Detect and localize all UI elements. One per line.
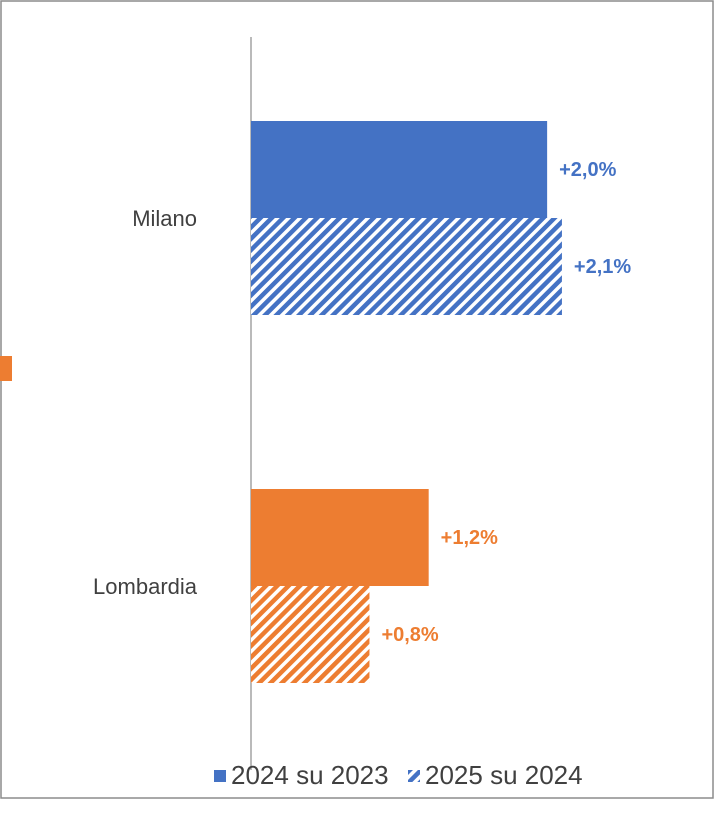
bar (251, 121, 548, 218)
value-label: +1,2% (441, 527, 498, 549)
legend-label: 2025 su 2024 (425, 760, 583, 790)
value-label: +2,0% (559, 159, 616, 181)
category-label: Lombardia (93, 574, 198, 599)
value-label: +2,1% (574, 256, 631, 278)
edge-fragment (0, 356, 12, 381)
legend-swatch (214, 770, 226, 782)
bar (251, 586, 370, 683)
legend-swatch (408, 770, 420, 782)
bar (251, 218, 562, 315)
category-label: Milano (132, 206, 197, 231)
legend-label: 2024 su 2023 (231, 760, 389, 790)
value-label: +0,8% (381, 624, 438, 646)
bar (251, 489, 429, 586)
